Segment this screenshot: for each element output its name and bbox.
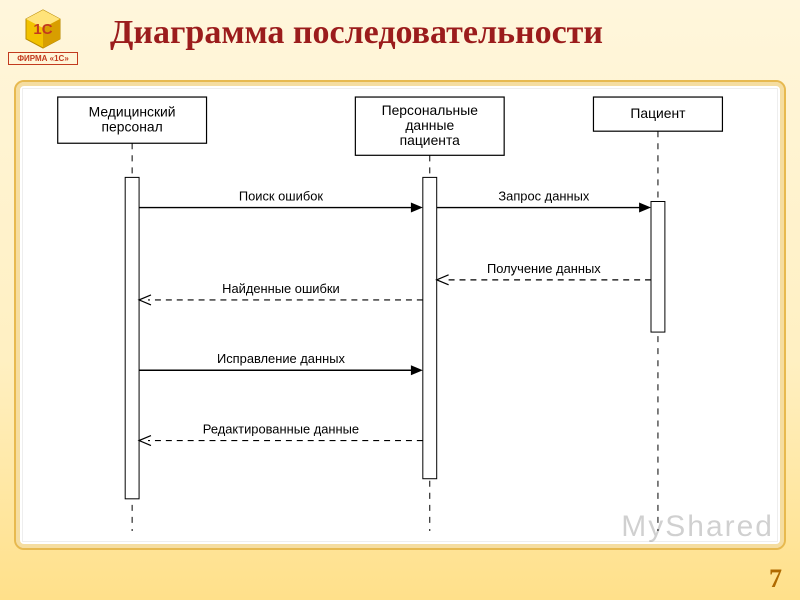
slide-title: Диаграмма последовательности: [110, 14, 780, 52]
lifeline-label: Пациент: [630, 105, 686, 121]
activation-bar: [423, 177, 437, 478]
lifeline-label: данные: [405, 117, 454, 133]
arrowhead-icon: [639, 203, 651, 213]
logo-brand-text: ФИРМА «1С»: [8, 52, 78, 65]
activation-bar: [125, 177, 139, 498]
svg-text:1C: 1C: [33, 21, 52, 38]
arrowhead-icon: [437, 275, 449, 285]
lifeline-label: Персональные: [382, 102, 479, 118]
message-label: Найденные ошибки: [222, 281, 340, 296]
arrowhead-icon: [411, 365, 423, 375]
logo-cube-icon: 1C: [22, 8, 64, 50]
brand-logo: 1C ФИРМА «1С»: [8, 8, 78, 65]
content-frame: Медицинскийперсонал Персональныеданныепац…: [14, 80, 786, 550]
sequence-diagram: Медицинскийперсонал Персональныеданныепац…: [22, 88, 778, 542]
lifeline-label: пациента: [400, 132, 460, 148]
page-number: 7: [769, 564, 782, 594]
lifeline-label: Медицинский: [89, 103, 176, 119]
message-label: Запрос данных: [498, 188, 589, 203]
diagram-svg: Медицинскийперсонал Персональныеданныепац…: [23, 89, 777, 541]
message-label: Исправление данных: [217, 351, 345, 366]
slide: 1C ФИРМА «1С» Диаграмма последовательнос…: [0, 0, 800, 600]
lifeline-label: персонал: [101, 118, 162, 134]
message-label: Поиск ошибок: [239, 188, 324, 203]
message-label: Редактированные данные: [203, 421, 359, 436]
arrowhead-icon: [411, 203, 423, 213]
message-label: Получение данных: [487, 261, 601, 276]
activation-bar: [651, 201, 665, 332]
